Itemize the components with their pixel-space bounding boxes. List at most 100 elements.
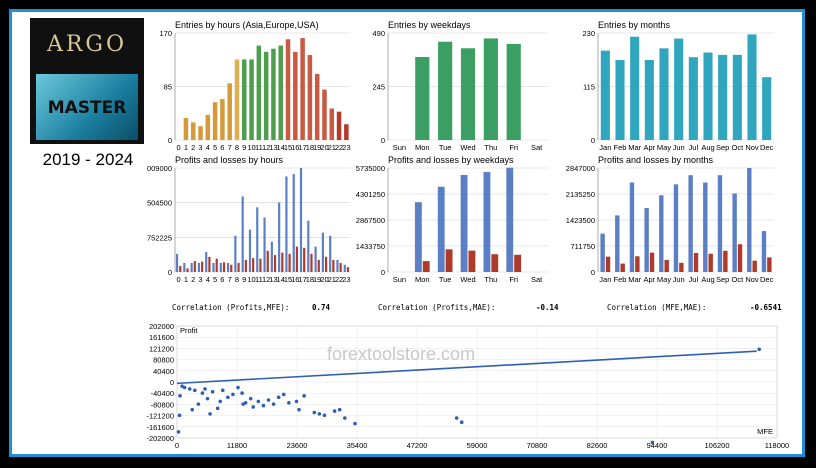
pw-xtick: Thu (484, 275, 497, 284)
ph-xtick: 17 (298, 275, 306, 284)
pm-xtick: Jan (599, 275, 611, 284)
ph-profit-bar (343, 264, 346, 272)
ph-xtick: 8 (235, 275, 239, 284)
em-bar (615, 59, 625, 141)
scatter-ytick: -161600 (146, 423, 174, 432)
pw-profit-bar (483, 171, 491, 272)
ew-bar (460, 48, 476, 140)
eh-xtick: 23 (342, 143, 350, 152)
ph-loss-bar (179, 265, 182, 272)
scatter-xtick: 82600 (587, 441, 608, 450)
ph-profit-bar (263, 217, 266, 272)
pm-profit-bar (673, 184, 679, 272)
ph-xtick: 18 (306, 275, 314, 284)
eh-bar (300, 38, 305, 140)
eh-xtick: 7 (228, 143, 232, 152)
scatter-ylabel: Profit (180, 326, 198, 335)
scatter-ytick: 40400 (153, 367, 174, 376)
eh-bar (293, 51, 298, 140)
eh-bar (183, 117, 189, 140)
em-xtick: Mar (628, 143, 641, 152)
scatter-point (177, 413, 182, 418)
pw-loss-bar (491, 254, 499, 272)
ph-profit-bar (336, 259, 339, 272)
em-bar (703, 52, 713, 140)
eh-xtick: 18 (306, 143, 314, 152)
ph-xtick: 14 (277, 275, 285, 284)
pm-profit-bar (600, 233, 605, 272)
scatter-point (190, 407, 195, 412)
correlation-mfe-mae-value: -0.6541 (750, 303, 782, 312)
em-xtick: Jul (689, 143, 699, 152)
ew-bar (483, 38, 498, 140)
pm-profit-bar (688, 175, 693, 272)
scatter-ytick: 80800 (153, 356, 174, 365)
em-xtick: Nov (745, 143, 759, 152)
pm-profit-bar (629, 182, 635, 272)
scatter-point (281, 392, 286, 397)
ph-xtick: 22 (335, 275, 343, 284)
ew-xtick: Thu (484, 143, 497, 152)
ph-xtick: 2 (191, 275, 195, 284)
pw-xtick: Sat (531, 275, 543, 284)
ph-loss-bar (193, 261, 196, 272)
scatter-point (243, 400, 248, 405)
pm-ytick: 2847000 (566, 164, 595, 173)
scatter-xtick: 47200 (407, 441, 428, 450)
pm-loss-bar (664, 259, 669, 272)
eh-xtick: 15 (284, 143, 292, 152)
eh-xtick: 14 (277, 143, 285, 152)
eh-bar (190, 122, 196, 140)
pm-xtick: Aug (701, 275, 714, 284)
pm-ytick: 711750 (571, 242, 595, 251)
pm-ytick: 0 (591, 268, 595, 277)
pm-loss-bar (723, 250, 728, 272)
pm-ytick: 2135250 (566, 190, 595, 199)
eh-xtick: 5 (213, 143, 217, 152)
em-title: Entries by months (598, 20, 671, 30)
scatter-point (215, 406, 220, 411)
pm-profit-bar (659, 195, 664, 272)
ph-loss-bar (244, 259, 247, 272)
scatter-point (322, 413, 327, 418)
scatter-point (182, 385, 187, 390)
eh-bar (336, 111, 342, 140)
scatter-point (294, 399, 299, 404)
scatter-xtick: 35400 (347, 441, 368, 450)
eh-bar (285, 39, 291, 141)
pw-ytick: 5735000 (356, 164, 385, 173)
em-bar (688, 57, 698, 141)
logo-subtitle: MASTER (47, 98, 127, 118)
pm-profit-bar (615, 215, 620, 272)
scatter-ytick: 161600 (149, 333, 174, 342)
ph-xtick: 9 (242, 275, 246, 284)
ew-ytick: 490 (372, 29, 385, 38)
ph-profit-bar (248, 229, 252, 272)
em-xtick: Sep (716, 143, 729, 152)
pw-loss-bar (514, 254, 522, 272)
ew-xtick: Fri (509, 143, 518, 152)
ph-xtick: 21 (328, 275, 336, 284)
pm-loss-bar (737, 244, 743, 272)
eh-xtick: 19 (313, 143, 321, 152)
pm-loss-bar (605, 256, 611, 272)
eh-ytick: 85 (164, 83, 172, 92)
eh-xtick: 16 (291, 143, 299, 152)
scatter-point (266, 398, 271, 402)
pm-profit-bar (703, 182, 708, 272)
pm-loss-bar (679, 262, 684, 272)
ph-xtick: 1 (184, 275, 188, 284)
eh-bar (314, 73, 320, 140)
ph-profit-bar (329, 235, 332, 272)
eh-xtick: 9 (242, 143, 246, 152)
pm-profit-bar (717, 175, 723, 272)
scatter-xtick: 59000 (467, 441, 488, 450)
eh-xtick: 8 (235, 143, 239, 152)
pw-profit-bar (414, 202, 422, 272)
ew-bar (438, 41, 453, 140)
ph-xtick: 20 (320, 275, 328, 284)
ph-xtick: 7 (228, 275, 232, 284)
ew-xtick: Mon (415, 143, 430, 152)
correlation-profits-mfe-label: Correlation (Profits,MFE): (172, 303, 290, 312)
